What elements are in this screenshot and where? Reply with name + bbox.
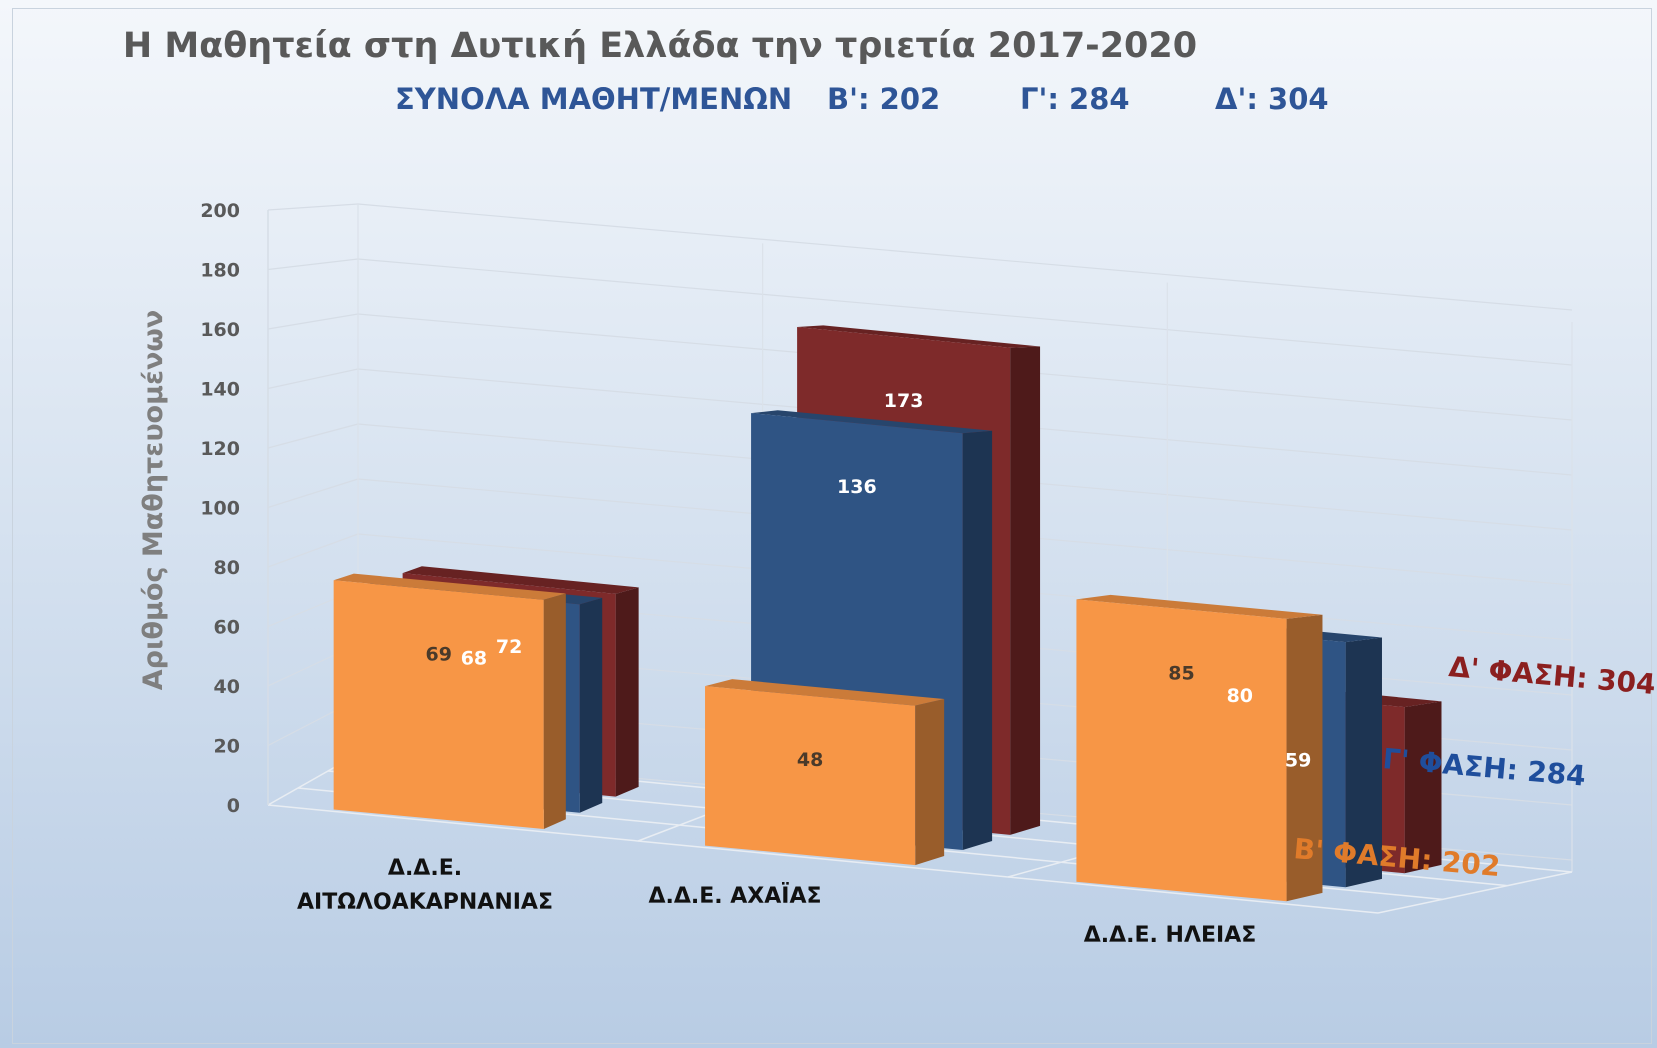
gridline-side [267, 423, 359, 449]
gridline-side [267, 258, 359, 271]
value-label: 72 [496, 636, 522, 658]
value-label: 80 [1227, 685, 1253, 707]
gridline-side [267, 368, 359, 390]
y-tick-label: 140 [200, 379, 240, 401]
y-tick-label: 80 [214, 557, 240, 579]
category-label: Δ.Δ.Ε. [388, 856, 462, 881]
value-label: 59 [1285, 749, 1311, 771]
gridline-back [357, 258, 1573, 366]
bar-front-face [333, 580, 544, 829]
bar-side-face [543, 593, 566, 829]
bar-side-face [1404, 701, 1442, 874]
gridline-side [267, 313, 359, 330]
bar-0-0 [333, 573, 566, 829]
bars-layer [333, 325, 1442, 902]
bar-top-face [402, 566, 639, 594]
bar-side-face [915, 699, 945, 866]
floor-line [267, 804, 1379, 914]
y-tick-label: 160 [200, 319, 240, 341]
bar-side-face [962, 430, 993, 851]
value-label: 136 [837, 476, 877, 498]
y-tick-label: 60 [214, 617, 240, 639]
chart-title: Η Μαθητεία στη Δυτική Ελλάδα την τριετία… [122, 26, 1198, 66]
subtitle-total-d: Δ': 304 [1215, 82, 1329, 116]
floor-line [1377, 871, 1573, 914]
bar-side-face [1010, 346, 1041, 835]
bar-top-face [705, 679, 945, 706]
y-tick-label: 200 [200, 200, 240, 222]
subtitle-prefix: ΣΥΝΟΛΑ ΜΑΘΗΤ/ΜΕΝΩΝ [395, 82, 793, 116]
y-axis: 0 20 40 60 80 100 120 140 160 180 200 Αριθμός Μαθητ… [138, 200, 240, 817]
y-tick-label: 20 [214, 736, 240, 758]
bar-front-face [1076, 599, 1287, 902]
y-tick-label: 120 [200, 438, 240, 460]
y-tick-label: 100 [200, 498, 240, 520]
subtitle-total-b: Β': 202 [827, 82, 941, 116]
bar-0-2 [1076, 594, 1323, 902]
value-label: 68 [461, 647, 487, 669]
bar-side-face [1345, 637, 1382, 888]
bar-side-face [1286, 614, 1323, 902]
bar-side-face [579, 597, 603, 813]
category-label: ΑΙΤΩΛΟΑΚΑΡΝΑΝΙΑΣ [297, 890, 553, 915]
y-tick-label: 0 [227, 795, 240, 817]
subtitle-total-g: Γ': 284 [1020, 82, 1130, 116]
bar-0-1 [705, 679, 945, 866]
gridline-side [267, 478, 359, 509]
bar-front-face [705, 686, 916, 866]
value-label: 69 [425, 643, 451, 665]
gridline-side [267, 203, 359, 211]
bar-top-face [333, 573, 566, 600]
category-label: Δ.Δ.Ε. ΑΧΑΪΑΣ [648, 883, 821, 909]
bar-side-face [615, 587, 639, 797]
value-label: 85 [1168, 662, 1194, 684]
gridline-side [267, 533, 359, 568]
category-label: Δ.Δ.Ε. ΗΛΕΙΑΣ [1084, 923, 1257, 948]
bar-top-face [1076, 594, 1323, 619]
bar-top-face [797, 325, 1041, 348]
value-label: 48 [797, 749, 823, 771]
y-axis-title: Αριθμός Μαθητευομένων [138, 310, 169, 691]
gridline-back [357, 203, 1573, 311]
bar-top-face [751, 410, 993, 434]
y-tick-label: 180 [200, 260, 240, 282]
chart-frame [12, 8, 1652, 1044]
y-tick-label: 40 [214, 676, 240, 698]
value-label: 173 [884, 390, 924, 412]
